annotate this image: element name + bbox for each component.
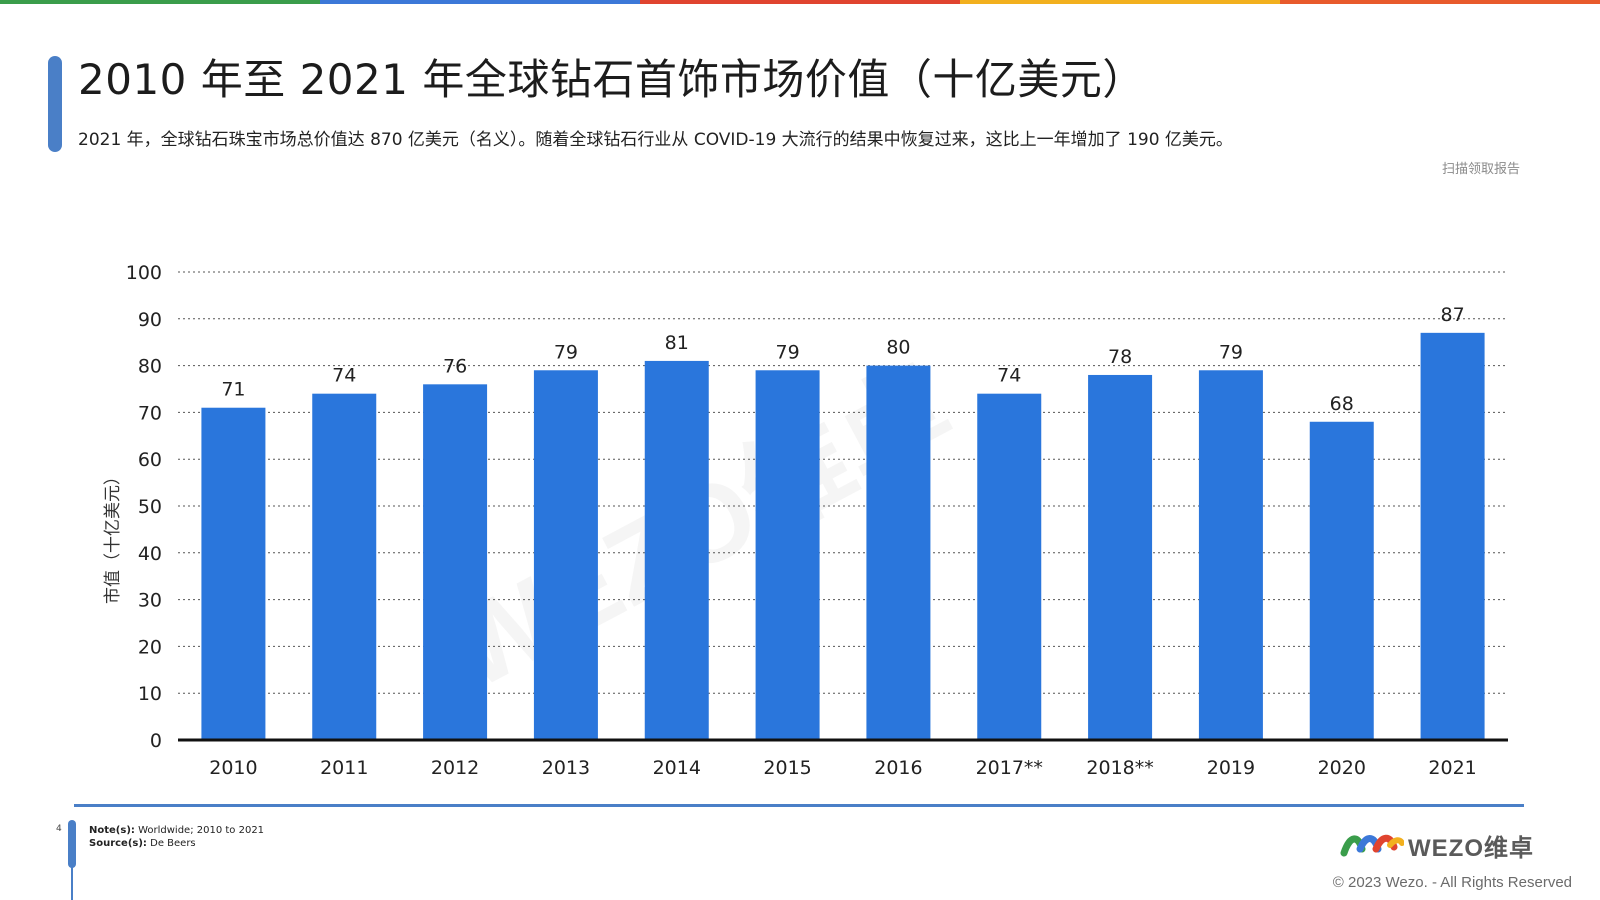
x-tick-label: 2016 <box>874 757 922 779</box>
title-accent-bar <box>48 56 62 152</box>
data-label: 79 <box>1219 341 1243 363</box>
x-tick-label: 2013 <box>542 757 590 779</box>
bar-2012 <box>423 384 488 740</box>
bar-2019 <box>1198 370 1263 740</box>
data-label: 68 <box>1330 393 1354 415</box>
x-tick-label: 2020 <box>1318 757 1366 779</box>
top-bar-segment-green <box>0 0 320 4</box>
data-label: 81 <box>665 332 689 354</box>
bar-2016 <box>866 365 931 740</box>
y-tick-label: 0 <box>150 730 162 752</box>
source-label: Source(s): <box>89 838 147 849</box>
y-tick-label: 20 <box>138 636 162 658</box>
notes-label: Note(s): <box>89 825 135 836</box>
page-number: 4 <box>56 824 62 834</box>
bar-2018** <box>1088 374 1153 740</box>
x-tick-label: 2015 <box>763 757 811 779</box>
y-tick-label: 70 <box>138 402 162 424</box>
bar-2011 <box>312 393 377 740</box>
y-tick-label: 60 <box>138 449 162 471</box>
bar-2014 <box>644 360 709 740</box>
x-tick-label: 2018** <box>1086 757 1153 779</box>
y-axis-label: 市值（十亿美元） <box>103 468 123 604</box>
page-title: 2010 年至 2021 年全球钻石首饰市场价值（十亿美元） <box>78 55 1145 104</box>
y-tick-label: 40 <box>138 543 162 565</box>
x-tick-label: 2011 <box>320 757 368 779</box>
y-tick-label: 80 <box>138 356 162 378</box>
notes-line: Note(s): Worldwide; 2010 to 2021 <box>89 824 264 837</box>
top-bar-segment-yellow <box>960 0 1280 4</box>
data-label: 74 <box>997 365 1021 387</box>
top-bar-segment-orange <box>1280 0 1600 4</box>
data-label: 80 <box>886 337 910 359</box>
copyright-text: © 2023 Wezo. - All Rights Reserved <box>1332 874 1572 891</box>
data-label: 79 <box>775 341 799 363</box>
x-tick-label: 2017** <box>976 757 1043 779</box>
footer-divider <box>74 804 1524 807</box>
x-tick-label: 2019 <box>1207 757 1255 779</box>
x-tick-label: 2014 <box>653 757 701 779</box>
data-label: 71 <box>221 379 245 401</box>
scan-report-note[interactable]: 扫描领取报告 <box>1441 162 1520 177</box>
y-tick-label: 100 <box>126 262 162 284</box>
y-tick-label: 30 <box>138 590 162 612</box>
data-label: 74 <box>332 365 356 387</box>
source-line: Source(s): De Beers <box>89 837 264 850</box>
wezo-logo-icon <box>1340 834 1404 856</box>
top-bar-segment-red <box>640 0 960 4</box>
bar-chart: 0 10 20 30 40 50 60 70 80 90 100 71 2010 74 2011 76 2012… <box>103 262 1508 779</box>
footer-accent-line <box>71 866 73 900</box>
y-tick-label: 90 <box>138 309 162 331</box>
top-bar-segment-blue <box>320 0 640 4</box>
bar-2017** <box>977 393 1042 740</box>
bar-2013 <box>533 370 598 740</box>
logo-text: WEZO维卓 <box>1408 835 1534 862</box>
data-label: 79 <box>554 341 578 363</box>
source-text: De Beers <box>146 838 196 849</box>
bar-2010 <box>201 407 266 740</box>
page-subtitle: 2021 年，全球钻石珠宝市场总价值达 870 亿美元（名义）。随着全球钻石行业… <box>78 130 1233 150</box>
x-tick-label: 2010 <box>209 757 257 779</box>
top-color-bar <box>0 0 1600 4</box>
x-tick-label: 2012 <box>431 757 479 779</box>
bar-2021 <box>1420 332 1485 740</box>
footer-accent-bar <box>68 820 76 868</box>
y-tick-label: 10 <box>138 683 162 705</box>
notes-text: Worldwide; 2010 to 2021 <box>134 825 265 836</box>
bar-2015 <box>755 370 820 740</box>
data-label: 87 <box>1440 304 1464 326</box>
footer-notes: Note(s): Worldwide; 2010 to 2021 Source(… <box>89 824 264 850</box>
y-tick-label: 50 <box>138 496 162 518</box>
data-label: 76 <box>443 355 467 377</box>
x-tick-label: 2021 <box>1428 757 1476 779</box>
wezo-logo[interactable]: WEZO维卓 <box>1340 828 1534 863</box>
bar-2020 <box>1309 421 1374 740</box>
data-label: 78 <box>1108 346 1132 368</box>
